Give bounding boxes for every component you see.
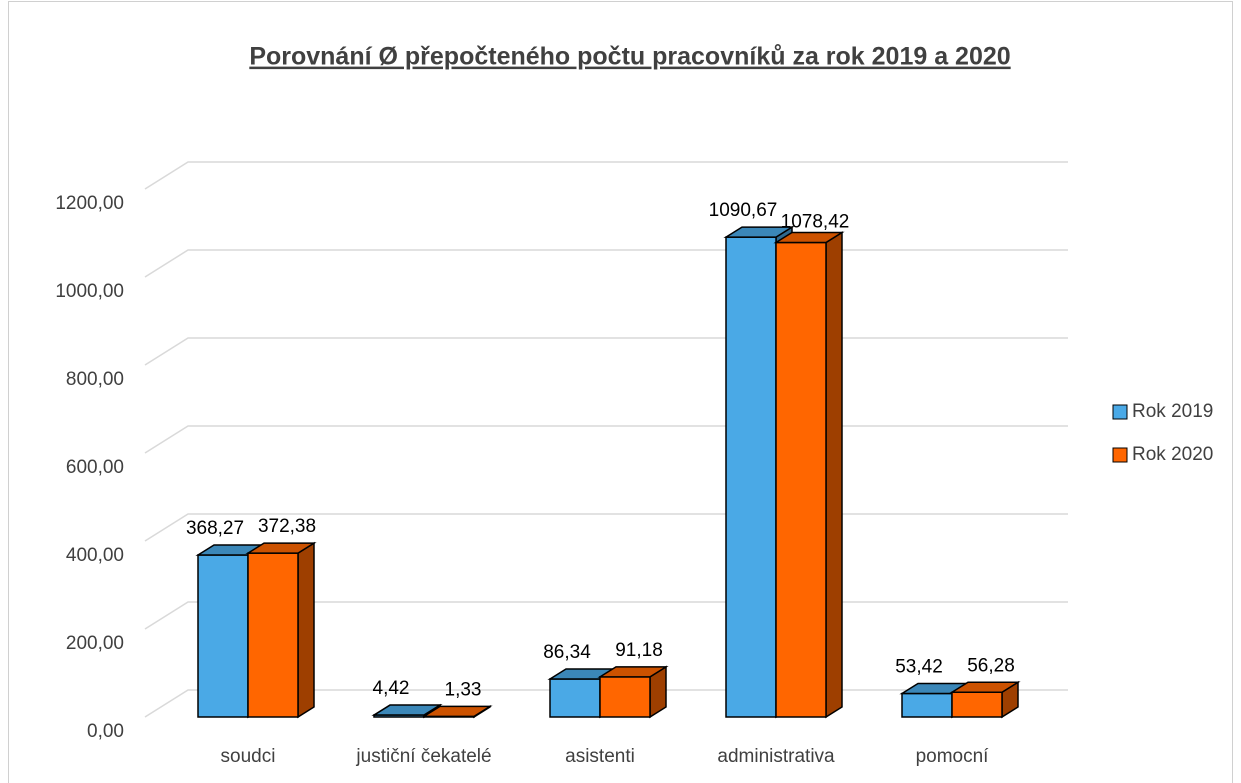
x-tick-label: asistenti [565,746,635,767]
y-tick-label: 1000,00 [55,281,124,302]
bar-front [725,236,777,718]
bar-front [775,241,827,718]
data-label: 1078,42 [781,212,850,233]
bar-side [297,541,315,719]
bar-top [421,705,493,718]
x-tick-label: justiční čekatelé [355,746,491,767]
legend-label: Rok 2020 [1132,444,1213,465]
x-tick-label: administrativa [717,746,835,767]
bar-front [549,678,601,718]
bar-front [197,554,249,718]
bar [949,680,1021,719]
bar-front [901,692,953,718]
data-label: 91,18 [615,640,663,661]
y-tick-label: 800,00 [66,369,124,390]
bar [597,665,669,719]
bar-top [723,226,795,238]
bar-top [245,542,317,554]
bar-top [773,231,845,244]
chart-title: Porovnání Ø přepočteného počtu pracovník… [249,43,1010,71]
legend-swatch [1112,404,1128,420]
bar [421,705,493,719]
y-tick-label: 400,00 [66,545,124,566]
chart-border [8,1,1233,783]
x-tick-label: soudci [221,746,276,767]
bar-top [949,681,1021,693]
legend-swatch [1112,447,1128,463]
y-tick-label: 1200,00 [55,193,124,214]
bar-top [597,666,669,678]
bar-top [371,704,443,716]
y-tick-label: 600,00 [66,457,124,478]
data-label: 1090,67 [709,200,778,221]
bar [245,541,317,719]
y-tick-label: 0,00 [87,721,124,742]
data-label: 4,42 [373,678,410,699]
bar-front [951,691,1003,718]
data-label: 372,38 [258,516,316,537]
data-label: 56,28 [967,655,1015,676]
data-label: 368,27 [186,518,244,539]
data-label: 86,34 [543,642,591,663]
bar-front [599,676,651,718]
grid-line [144,161,1068,190]
legend-label: Rok 2019 [1132,401,1213,422]
x-tick-label: pomocní [916,746,990,767]
data-label: 53,42 [895,657,943,678]
bar-front [247,552,299,718]
data-label: 1,33 [445,679,482,700]
bar-side [825,231,843,719]
y-tick-label: 200,00 [66,633,124,654]
bar [773,231,845,719]
